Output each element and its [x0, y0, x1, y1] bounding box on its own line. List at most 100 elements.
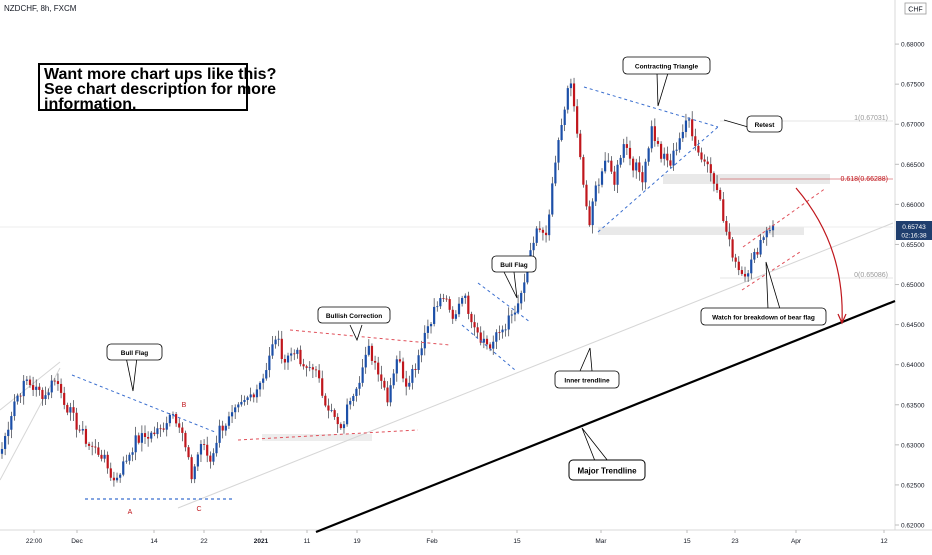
- promo-text-box[interactable]: Want more chart ups like this? See chart…: [38, 63, 276, 113]
- bull-flag2-callout[interactable]: [491, 255, 537, 273]
- candle-up: [249, 394, 252, 398]
- candle-up: [616, 164, 619, 185]
- price-tick-label: 0.63000: [901, 442, 925, 449]
- candle-down: [579, 133, 582, 158]
- price-axis-ticks: 0.68000 0.67500 0.67000 0.66500 0.66000 0.655…: [895, 42, 925, 529]
- candle-up: [768, 230, 771, 232]
- candle-up: [464, 295, 467, 298]
- candle-up: [457, 303, 461, 315]
- candle-up: [507, 315, 510, 330]
- candle-up: [13, 401, 16, 417]
- candle-down: [181, 427, 184, 433]
- candle-down: [63, 392, 66, 405]
- candle-up: [554, 162, 557, 184]
- candle-down: [221, 425, 224, 431]
- inner-trendline[interactable]: [177, 222, 894, 509]
- candle-down: [576, 106, 579, 134]
- retest-callout[interactable]: [746, 115, 783, 133]
- candle-up: [122, 461, 125, 475]
- time-tick-label: Dec: [71, 538, 83, 545]
- candle-down: [59, 383, 63, 393]
- candle-down: [336, 416, 339, 425]
- candle-up: [429, 323, 433, 327]
- candle-up: [513, 312, 517, 315]
- major-trendline-callout[interactable]: [568, 459, 646, 481]
- candle-up: [523, 282, 526, 293]
- price-tick-label: 0.67500: [901, 82, 925, 89]
- candle-up: [0, 448, 4, 454]
- bull-flag2-lower-line: [461, 324, 516, 371]
- candle-up: [168, 414, 171, 424]
- inner-trendline-callout[interactable]: [554, 370, 620, 389]
- candle-down: [314, 369, 318, 371]
- candle-up: [367, 345, 370, 355]
- candle-up: [265, 370, 268, 379]
- candle-up: [520, 292, 523, 304]
- candle-up: [199, 444, 203, 455]
- candle-up: [258, 382, 262, 390]
- candle-down: [703, 159, 706, 162]
- candle-down: [87, 443, 91, 446]
- candle-up: [560, 125, 563, 141]
- inner-trendline-pointer: [579, 347, 593, 372]
- candle-up: [277, 338, 280, 340]
- time-tick-label: 15: [683, 538, 691, 545]
- candle-down: [41, 389, 44, 399]
- candle-down: [473, 322, 476, 328]
- bullish-correction-callout[interactable]: [317, 306, 391, 324]
- contracting-triangle-callout[interactable]: [622, 56, 711, 75]
- candle-down: [100, 454, 103, 459]
- candle-down: [401, 361, 405, 379]
- candle-up: [196, 454, 199, 467]
- bar-countdown: 02:16:38: [901, 233, 927, 240]
- candle-up: [349, 400, 352, 405]
- candle-up: [461, 297, 464, 304]
- currency-badge-box[interactable]: [904, 2, 927, 15]
- candle-down: [293, 353, 296, 355]
- candle-up: [535, 228, 538, 243]
- candle-up: [392, 373, 395, 386]
- candle-up: [125, 460, 128, 462]
- candle-up: [408, 382, 411, 387]
- candle-down: [479, 332, 482, 343]
- candle-down: [613, 171, 616, 185]
- major-trendline-pointer: [581, 427, 609, 462]
- candle-up: [644, 161, 647, 183]
- candle-down: [743, 273, 747, 277]
- candle-down: [386, 387, 389, 403]
- candle-down: [91, 445, 94, 447]
- candle-up: [128, 454, 131, 461]
- watch-callout[interactable]: [700, 307, 827, 326]
- major-trendline[interactable]: [315, 299, 896, 534]
- time-tick-label: 14: [150, 538, 158, 545]
- time-tick-label: 11: [304, 538, 311, 545]
- candle-up: [47, 392, 50, 396]
- candle-up: [433, 306, 436, 324]
- candle-down: [448, 299, 451, 310]
- candle-up: [635, 162, 638, 171]
- candle-down: [206, 444, 209, 456]
- candle-up: [230, 412, 234, 417]
- candle-down: [585, 184, 588, 207]
- candle-down: [143, 433, 147, 438]
- fib-label-mid: 0.618(0.66288): [841, 176, 888, 183]
- candle-down: [53, 380, 56, 382]
- candle-down: [405, 378, 408, 387]
- bullish-correction-label: Bullish Correction: [326, 313, 382, 320]
- candle-down: [97, 447, 100, 455]
- candle-up: [224, 425, 227, 431]
- bull-flag2-pointer: [503, 271, 518, 299]
- candle-up: [119, 474, 122, 478]
- candle-up: [103, 454, 106, 459]
- bull-flag-label: Bull Flag: [121, 350, 148, 357]
- candle-up: [436, 306, 439, 308]
- candle-down: [669, 160, 672, 166]
- candle-down: [541, 229, 545, 233]
- candle-down: [653, 126, 656, 142]
- time-tick-label: Mar: [595, 538, 607, 545]
- fib-label-top: 1(0.67031): [854, 115, 888, 122]
- candle-down: [485, 338, 489, 345]
- bull-flag-callout[interactable]: [106, 343, 163, 361]
- candle-down: [588, 206, 591, 226]
